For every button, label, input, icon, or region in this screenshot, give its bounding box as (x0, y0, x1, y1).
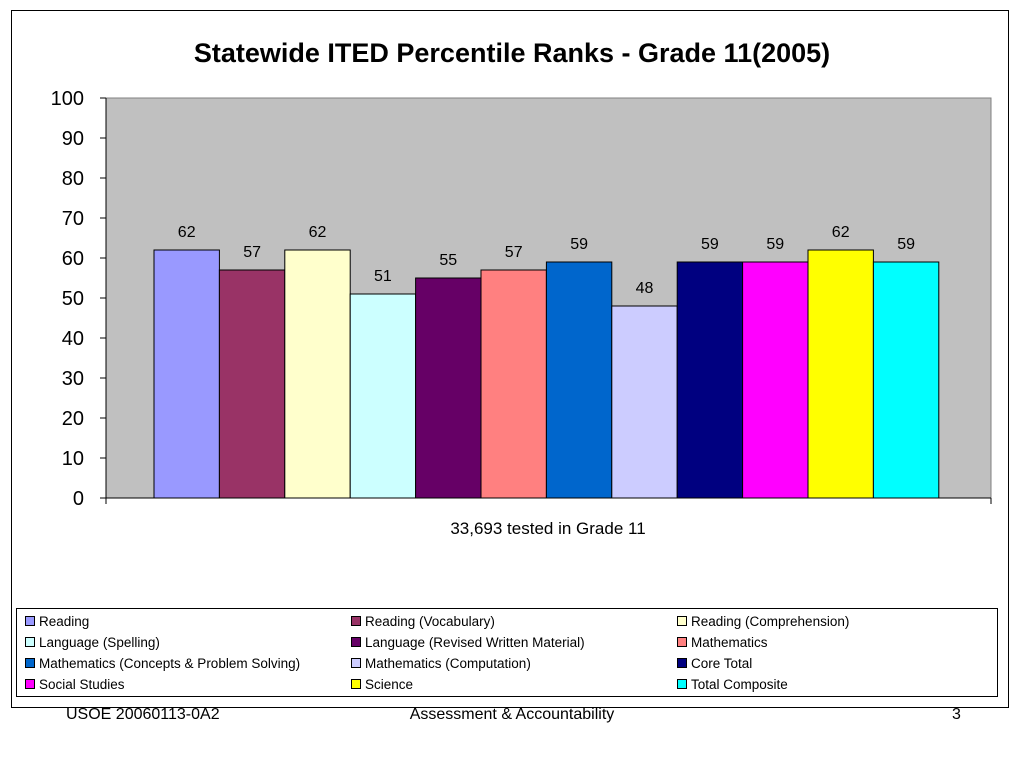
legend-item: Mathematics (Computation) (351, 656, 531, 672)
legend-item: Core Total (677, 656, 752, 672)
bar (284, 249, 351, 499)
legend-label: Core Total (691, 656, 753, 671)
legend-label: Language (Revised Written Material) (365, 635, 585, 650)
y-tick-label: 10 (62, 448, 84, 470)
data-label: 57 (505, 244, 523, 261)
legend-swatch (25, 679, 35, 689)
footer-department: Assessment & Accountability (409, 706, 615, 723)
data-label: 59 (701, 236, 719, 253)
legend-item: Total Composite (677, 677, 788, 693)
legend-swatch (25, 658, 35, 668)
y-tick-label: 60 (62, 248, 84, 270)
data-label: 59 (570, 236, 588, 253)
legend-label: Reading (Vocabulary) (365, 614, 495, 629)
x-axis-label: 33,693 tested in Grade 11 (450, 519, 645, 538)
data-label: 62 (832, 224, 850, 241)
data-label: 48 (636, 280, 654, 297)
legend-label: Science (365, 677, 414, 692)
legend-swatch (25, 616, 35, 626)
y-tick-label: 0 (73, 488, 84, 510)
bar (415, 277, 482, 499)
legend-swatch (677, 637, 687, 647)
slide-footer: USOE 20060113-0A2 Assessment & Accountab… (0, 706, 1024, 730)
bar (153, 249, 220, 499)
data-label-group: 62 57 62 51 55 57 59 48 59 59 62 59 (178, 224, 915, 297)
legend-label: Total Composite (691, 677, 788, 692)
bar (611, 305, 678, 499)
legend-label: Mathematics (691, 635, 768, 650)
legend-label: Reading (39, 614, 90, 629)
legend-item: Science (351, 677, 413, 693)
legend-item: Mathematics (Concepts & Problem Solving) (25, 656, 300, 672)
legend-swatch (351, 637, 361, 647)
legend-label: Reading (Comprehension) (691, 614, 850, 629)
bar (545, 261, 613, 499)
chart-title: Statewide ITED Percentile Ranks - Grade … (194, 38, 830, 68)
bar (742, 261, 809, 499)
data-label: 62 (309, 224, 327, 241)
legend-item: Social Studies (25, 677, 125, 693)
data-label: 59 (897, 236, 915, 253)
legend-swatch (677, 679, 687, 689)
y-tick-label: 80 (62, 168, 84, 190)
footer-doc-id: USOE 20060113-0A2 (66, 706, 220, 723)
legend-label: Mathematics (Concepts & Problem Solving) (39, 656, 301, 671)
data-label: 59 (766, 236, 784, 253)
bar (218, 269, 286, 499)
legend-label: Social Studies (39, 677, 125, 692)
legend-swatch (351, 679, 361, 689)
data-label: 55 (439, 252, 457, 269)
legend-item: Mathematics (677, 635, 768, 651)
legend-swatch (677, 658, 687, 668)
legend-item: Language (Revised Written Material) (351, 635, 585, 651)
legend-item: Reading (Comprehension) (677, 614, 849, 630)
legend-swatch (351, 658, 361, 668)
bar-group (153, 249, 940, 499)
y-tick-label: 100 (51, 88, 84, 110)
legend-item: Language (Spelling) (25, 635, 160, 651)
legend-swatch (25, 637, 35, 647)
footer-page-number: 3 (952, 706, 961, 723)
legend-swatch (677, 616, 687, 626)
data-label: 57 (243, 244, 261, 261)
bar (872, 261, 940, 499)
bar (807, 249, 874, 499)
legend-label: Mathematics (Computation) (365, 656, 531, 671)
y-tick-label: 40 (62, 328, 84, 350)
legend-swatch (351, 616, 361, 626)
y-tick-label: 90 (62, 128, 84, 150)
y-tick-label: 70 (62, 208, 84, 230)
y-tick-label: 30 (62, 368, 84, 390)
y-tick-label: 50 (62, 288, 84, 310)
y-tick-label: 20 (62, 408, 84, 430)
data-label: 51 (374, 268, 392, 285)
data-label: 62 (178, 224, 196, 241)
legend-item: Reading (25, 614, 89, 630)
legend-label: Language (Spelling) (39, 635, 160, 650)
legend: Reading Reading (Vocabulary) Reading (Comp… (16, 608, 998, 697)
bar (676, 261, 744, 499)
legend-item: Reading (Vocabulary) (351, 614, 495, 630)
bar (480, 269, 547, 499)
bar (349, 293, 417, 499)
